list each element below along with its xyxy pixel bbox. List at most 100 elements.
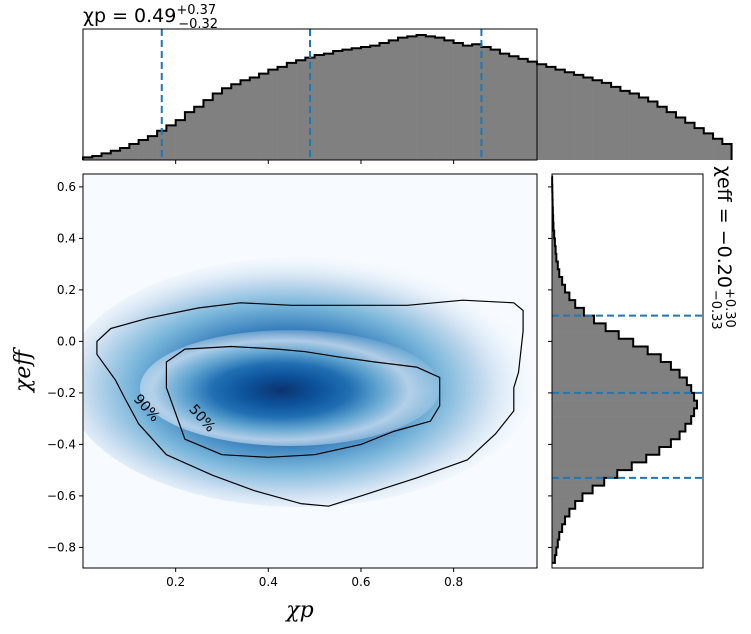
top-hist-bar (407, 36, 417, 160)
right-hist-bar (552, 470, 618, 479)
right-hist-bar (552, 261, 558, 270)
top-title-sub: −0.32 (178, 17, 218, 32)
right-hist-bar (552, 501, 576, 510)
top-hist-bar (629, 93, 640, 160)
right-marginal-panel: χeff = −0.20+0.30−0.33 (548, 166, 737, 569)
right-hist-bar (552, 531, 560, 540)
top-hist-bar (444, 40, 454, 160)
top-hist-bar (249, 77, 260, 160)
top-hist-bar (203, 100, 214, 160)
right-hist-bar (552, 508, 570, 517)
right-hist-bar (552, 230, 555, 239)
top-hist-bar (472, 44, 482, 160)
right-hist-outline (551, 175, 698, 564)
top-hist-bar (694, 128, 705, 160)
top-hist-bar (370, 45, 380, 160)
top-hist-bar (713, 138, 723, 160)
x-axis-label: χp (284, 598, 313, 623)
right-hist-bar (552, 423, 686, 432)
right-hist-bar (552, 346, 648, 355)
top-hist-bar (657, 106, 668, 160)
right-hist-bar (552, 284, 566, 293)
top-hist-bar (83, 157, 93, 160)
top-hist-bar (703, 133, 714, 160)
top-hist-bar (268, 69, 278, 160)
right-hist-bar (552, 238, 555, 247)
y-axis-label: χeff (11, 347, 36, 394)
top-hist-bar (592, 80, 603, 160)
top-hist-bar (453, 42, 464, 160)
right-hist-bar (552, 269, 560, 278)
top-hist-bar (583, 77, 593, 160)
right-hist-bar (552, 307, 584, 316)
right-frame (551, 173, 704, 569)
top-hist-bar (666, 112, 677, 160)
top-hist-bar (481, 46, 491, 160)
right-hist-bar (552, 516, 566, 525)
top-hist-bar (435, 37, 445, 160)
top-hist-bar (175, 120, 186, 160)
y-tick-label: −0.4 (47, 437, 76, 451)
top-hist-bar (499, 53, 510, 160)
top-hist-bar (537, 64, 547, 160)
top-hist-bar (166, 125, 176, 160)
right-hist-bar (552, 253, 557, 262)
top-hist-bar (620, 90, 630, 160)
right-hist-bar (552, 547, 557, 556)
top-hist-bar (212, 93, 223, 160)
right-hist-bar (552, 385, 692, 394)
top-hist-bar (259, 73, 269, 160)
y-tick-label: −0.6 (47, 489, 76, 503)
right-hist-bar (552, 331, 619, 340)
right-hist-bar (552, 462, 632, 471)
right-hist-bar (552, 408, 695, 417)
joint-panel: 50%90% 0.2 0.4 0.6 0.8 −0.8−0.6−0.4−0.20.00… (11, 173, 538, 623)
top-hist-bar (416, 35, 427, 160)
y-tick-label: −0.8 (47, 540, 76, 554)
top-hist-bar (240, 80, 251, 160)
top-hist-bar (675, 117, 686, 160)
top-hist-bar (351, 48, 362, 161)
density-blob-core (140, 330, 440, 446)
top-hist-bar (333, 50, 343, 161)
top-hist-bar (221, 88, 232, 160)
top-hist-bar (296, 60, 306, 160)
top-hist-bar (555, 69, 566, 160)
top-hist-bar (574, 74, 584, 160)
top-hist-bar (184, 112, 195, 160)
top-hist-bar (638, 97, 649, 160)
joint-frame (82, 173, 538, 569)
top-hist-bar (722, 144, 732, 160)
right-hist-bar (552, 431, 680, 440)
top-hist-bar (546, 66, 556, 160)
right-hist-bar (552, 477, 605, 486)
right-hist-bar (552, 439, 671, 448)
top-hist-bar (277, 66, 288, 160)
top-hist-bar (101, 153, 112, 160)
top-hist-bar (425, 36, 436, 160)
top-hist-bar (138, 140, 149, 160)
right-hist-bar (552, 354, 661, 363)
right-hist-bar (552, 485, 593, 494)
x-tick-label: 0.4 (259, 575, 278, 589)
top-hist-bar (286, 62, 297, 160)
top-hist-bar (129, 144, 139, 160)
top-hist-bar (342, 49, 352, 161)
right-hist-bar (552, 454, 647, 463)
top-hist-bar (147, 136, 158, 160)
right-hist-bar (552, 493, 583, 502)
top-hist-bar (110, 150, 121, 160)
top-hist-bar (648, 101, 658, 160)
top-hist-bar (462, 45, 473, 160)
top-hist-bar (490, 49, 501, 161)
top-hist-bar (685, 122, 695, 160)
x-tick-label: 0.2 (166, 575, 185, 589)
y-tick-label: −0.2 (47, 386, 76, 400)
top-hist-bar (398, 37, 408, 160)
right-title-main: χeff = −0.20 (713, 166, 735, 288)
top-hist-bar (601, 82, 612, 160)
right-hist-bar (552, 539, 558, 548)
top-title-main: χp = 0.49 (83, 5, 176, 27)
top-frame (82, 28, 538, 161)
